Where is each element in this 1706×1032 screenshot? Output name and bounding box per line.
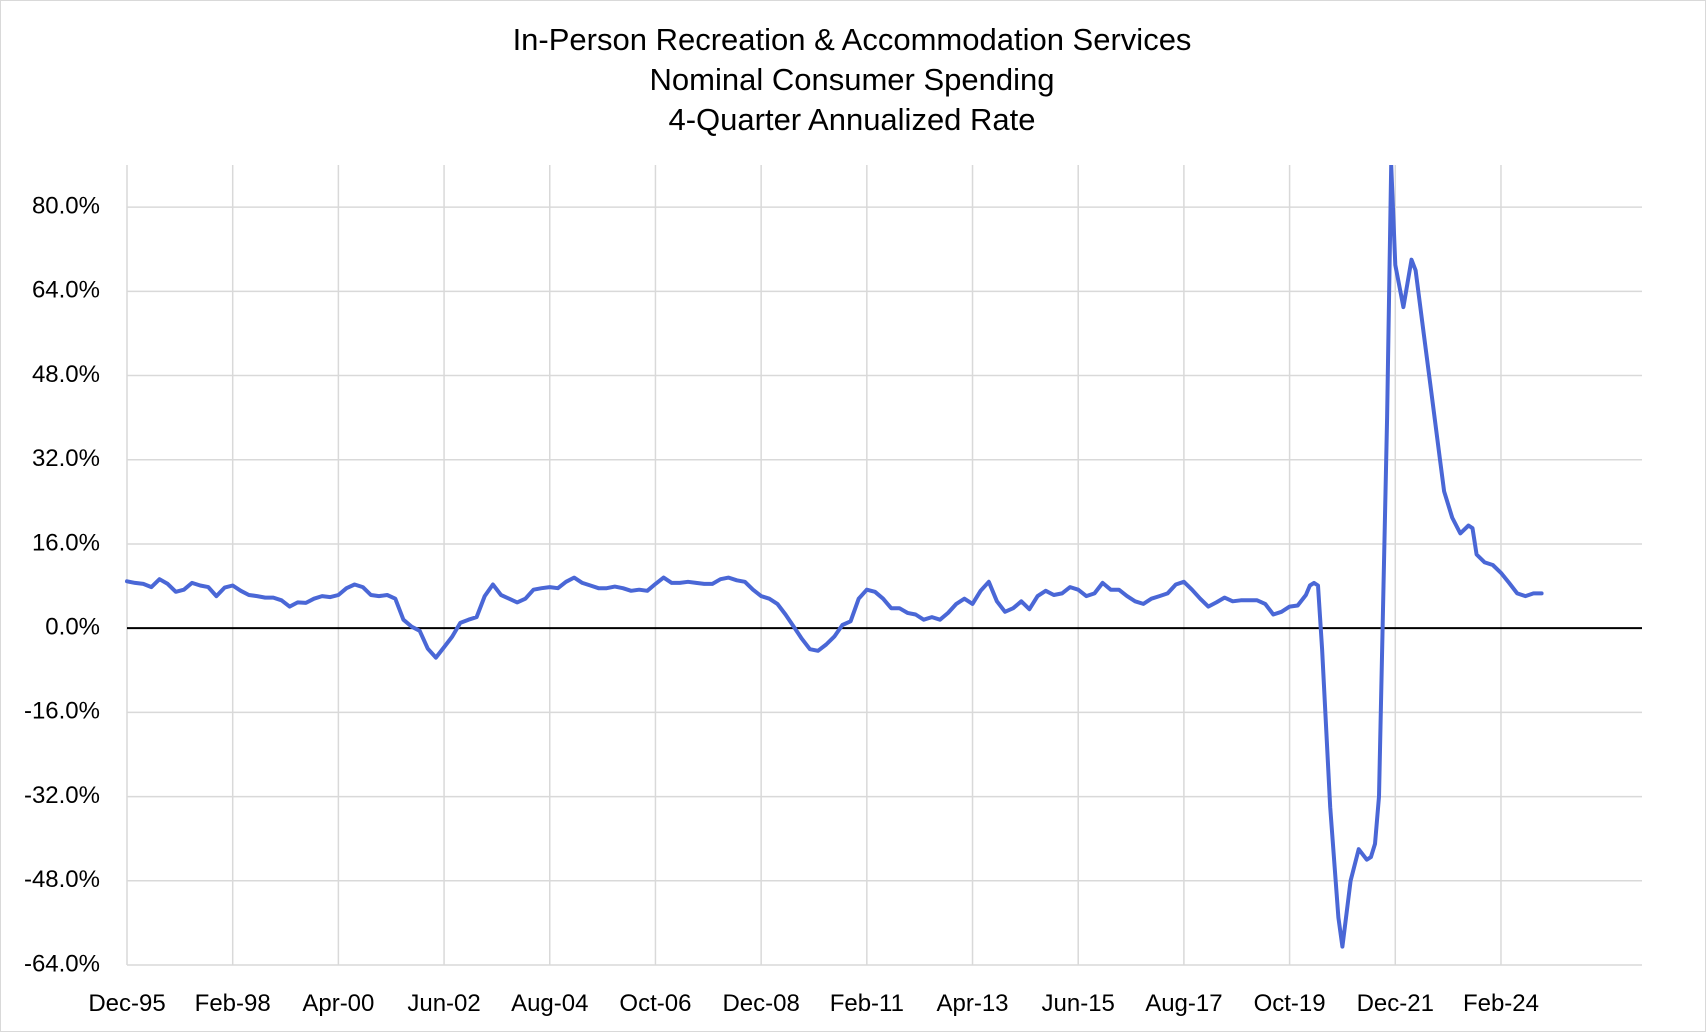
x-tick-label: Apr-13 [936, 990, 1008, 1017]
series-group [125, 165, 1544, 949]
chart-title-line: 4-Quarter Annualized Rate [668, 102, 1035, 137]
vertical-gridlines [126, 165, 1502, 965]
y-tick-label: -16.0% [24, 698, 100, 725]
x-tick-label: Aug-17 [1145, 990, 1222, 1017]
chart-title-line: Nominal Consumer Spending [650, 62, 1055, 97]
y-tick-label: -64.0% [24, 950, 100, 977]
x-tick-label: Dec-08 [722, 990, 799, 1017]
y-axis-ticks: 80.0% 64.0% 48.0% 32.0% 16.0% 0.0% -16.0% -32.0… [24, 192, 100, 977]
x-tick-label: Dec-21 [1357, 990, 1434, 1017]
x-tick-label: Jun-15 [1042, 990, 1115, 1017]
x-tick-label: Aug-04 [511, 990, 588, 1017]
y-tick-label: 32.0% [32, 445, 100, 472]
y-tick-label: -32.0% [24, 782, 100, 809]
x-tick-label: Feb-98 [195, 990, 271, 1017]
x-tick-label: Apr-00 [302, 990, 374, 1017]
x-tick-label: Oct-06 [619, 990, 691, 1017]
x-tick-label: Feb-24 [1463, 990, 1539, 1017]
chart-title-line: In-Person Recreation & Accommodation Ser… [513, 22, 1192, 57]
y-tick-label: 16.0% [32, 529, 100, 556]
y-tick-label: 48.0% [32, 361, 100, 388]
x-tick-label: Jun-02 [407, 990, 480, 1017]
series-line [125, 165, 1544, 949]
y-tick-label: 0.0% [45, 614, 100, 641]
x-axis-ticks: Dec-95 Feb-98 Apr-00 Jun-02 Aug-04 Oct-06 Dec-… [88, 990, 1539, 1017]
x-tick-label: Oct-19 [1254, 990, 1326, 1017]
y-tick-label: 64.0% [32, 277, 100, 304]
chart-title: In-Person Recreation & Accommodation Ser… [513, 22, 1192, 137]
x-tick-label: Dec-95 [88, 990, 165, 1017]
x-tick-label: Feb-11 [830, 990, 904, 1017]
y-tick-label: -48.0% [24, 866, 100, 893]
y-tick-label: 80.0% [32, 192, 100, 219]
